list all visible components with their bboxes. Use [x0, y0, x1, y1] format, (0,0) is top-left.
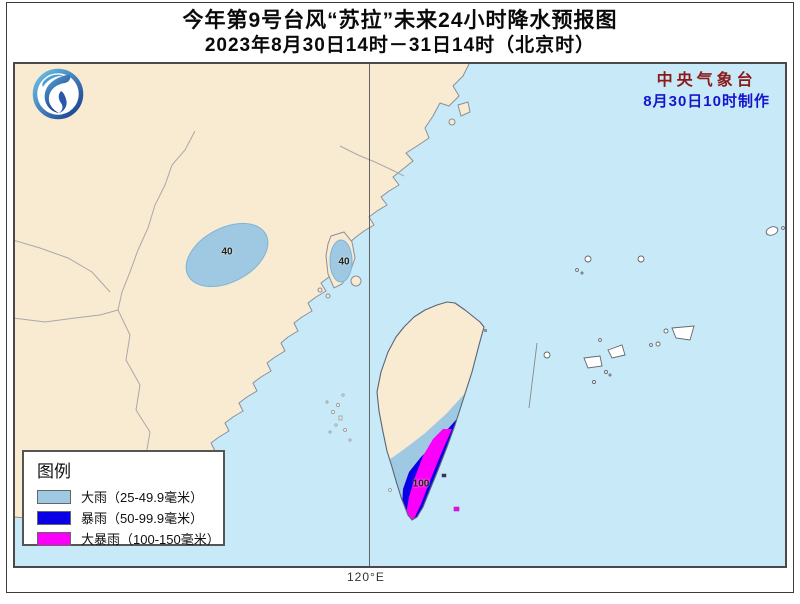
legend-label: 暴雨（50-99.9毫米） — [81, 511, 204, 526]
map-titles: 今年第9号台风“苏拉”未来24小时降水预报图 2023年8月30日14时－31日… — [0, 7, 800, 59]
green-orchid-islands — [441, 329, 487, 512]
contour-label: 100 — [412, 478, 430, 490]
legend-row: 大暴雨（100-150毫米） — [37, 528, 223, 549]
agency-issue-time: 8月30日10时制作 — [643, 92, 770, 110]
page-subtitle: 2023年8月30日14时－31日14时（北京时） — [204, 35, 596, 57]
heavy-rainstorm-swatch — [37, 531, 71, 546]
taiwan-outline — [376, 301, 485, 521]
meridian-label: 120°E — [347, 570, 385, 584]
rain-band-heavy-rainstorm — [406, 429, 452, 520]
page-title: 今年第9号台风“苏拉”未来24小时降水预报图 — [182, 9, 618, 32]
ryukyu-islands — [543, 226, 785, 384]
coastal-islands — [317, 101, 471, 299]
agency-name: 中央气象台 — [656, 72, 757, 89]
cma-logo-icon — [32, 68, 84, 120]
legend-label: 大暴雨（100-150毫米） — [81, 532, 220, 547]
heavy-rain-swatch — [37, 489, 71, 504]
penghu-islands — [325, 393, 392, 492]
agency-block: 中央气象台 8月30日10时制作 — [643, 71, 770, 111]
map-canvas — [15, 64, 785, 566]
legend-row: 暴雨（50-99.9毫米） — [37, 507, 223, 528]
legend-row: 大雨（25-49.9毫米） — [37, 486, 223, 507]
sea-boundary-line — [528, 342, 538, 409]
legend-box: 图例 大雨（25-49.9毫米） 暴雨（50-99.9毫米） 大暴雨（100-1… — [22, 450, 225, 549]
legend-title: 图例 — [37, 462, 71, 481]
rainstorm-swatch — [37, 510, 71, 525]
rain-area-inland — [185, 222, 269, 288]
contour-label: 40 — [221, 246, 233, 258]
contour-label: 40 — [338, 256, 350, 268]
legend-label: 大雨（25-49.9毫米） — [81, 490, 204, 505]
